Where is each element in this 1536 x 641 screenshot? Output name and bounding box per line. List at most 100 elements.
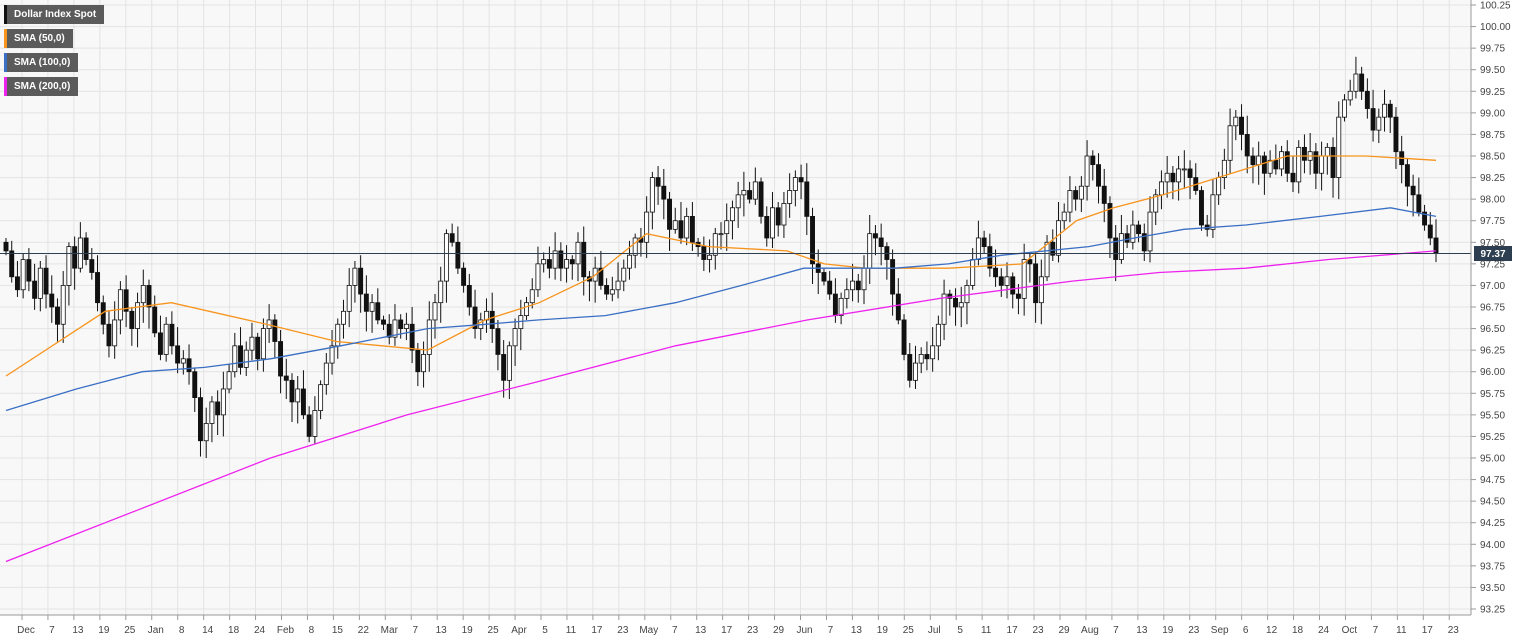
candle: [203, 407, 209, 458]
candle-body: [850, 280, 856, 291]
candle: [1359, 66, 1365, 100]
candle: [529, 278, 535, 309]
candle-body: [169, 323, 175, 347]
candle: [1170, 166, 1176, 200]
candle: [60, 271, 66, 343]
candle: [1050, 229, 1056, 261]
candle: [672, 207, 678, 234]
candle: [1199, 186, 1204, 231]
candle-body: [238, 345, 243, 368]
candle-body: [1330, 146, 1336, 178]
candle: [49, 275, 55, 323]
x-tick-label: 12: [1266, 625, 1278, 636]
candle-body: [724, 220, 730, 235]
candle: [1370, 89, 1376, 142]
candle-body: [787, 190, 793, 204]
candle-body: [152, 306, 158, 334]
current-price-badge: 97.37: [1474, 246, 1512, 262]
candle-body: [1015, 293, 1021, 299]
candle-body: [1404, 164, 1410, 187]
candle: [707, 239, 713, 273]
candle-body: [1290, 172, 1296, 183]
x-tick-label: 8: [179, 625, 185, 636]
candle-body: [369, 302, 375, 312]
candle-body: [861, 267, 867, 291]
candle: [426, 301, 432, 372]
candle-body: [558, 250, 564, 269]
candle-body: [1130, 224, 1136, 243]
candle-body: [975, 237, 981, 260]
candle-body: [1239, 116, 1244, 135]
candle: [272, 314, 278, 358]
candle-body: [781, 203, 787, 226]
candle-body: [318, 384, 324, 411]
candle-body: [672, 220, 678, 230]
candle-body: [524, 302, 529, 317]
candle-body: [1164, 172, 1170, 183]
sma-100-line: [5, 207, 1437, 412]
candle-body: [764, 215, 770, 239]
candle: [1101, 168, 1107, 223]
x-tick-label: 25: [488, 625, 500, 636]
candle-body: [1078, 185, 1084, 200]
candle-body: [32, 280, 38, 299]
legend-item-sma-50: SMA (50,0): [4, 29, 73, 48]
candle-body: [49, 293, 55, 308]
candle-body: [501, 354, 507, 381]
candle: [14, 260, 20, 297]
x-tick-label: 13: [436, 625, 448, 636]
candle-body: [255, 336, 261, 360]
candle-body: [443, 233, 449, 282]
candle: [226, 364, 232, 394]
candle: [323, 353, 329, 395]
x-tick-label: 18: [1292, 625, 1304, 636]
candle: [1141, 223, 1147, 261]
y-tick-label: 94.00: [1480, 540, 1505, 551]
legend-label: Dollar Index Spot: [14, 9, 97, 20]
x-tick-label: 8: [309, 625, 315, 636]
candle-body: [386, 323, 392, 338]
candle: [558, 242, 564, 282]
candle: [918, 347, 924, 374]
x-tick-label: 22: [358, 625, 370, 636]
candle-body: [541, 259, 547, 265]
candle-body: [1410, 185, 1416, 196]
candle-body: [1084, 155, 1090, 187]
candle-body: [684, 215, 690, 239]
candle: [278, 330, 284, 394]
candle-body: [621, 267, 627, 282]
candle: [255, 332, 261, 371]
candle-body: [392, 319, 398, 338]
candle: [1164, 156, 1170, 198]
x-tick-label: 13: [695, 625, 707, 636]
candle: [644, 196, 650, 259]
candle: [409, 307, 415, 364]
candle: [180, 350, 186, 375]
y-tick-label: 99.25: [1480, 87, 1505, 98]
candle-body: [993, 267, 999, 278]
candle: [827, 271, 833, 300]
y-tick-label: 98.75: [1480, 130, 1505, 141]
x-tick-label: 24: [1318, 625, 1330, 636]
candle-body: [1342, 99, 1347, 118]
x-tick-label: 14: [202, 625, 214, 636]
x-tick-label: 11: [566, 625, 577, 636]
candle: [220, 371, 226, 437]
candle-body: [381, 319, 386, 325]
candle: [924, 341, 930, 371]
candle-body: [409, 323, 415, 351]
candle-body: [1250, 155, 1256, 166]
candle: [215, 390, 221, 435]
y-tick-label: 97.25: [1480, 259, 1505, 270]
candle-body: [1158, 181, 1164, 196]
x-tick-label: 6: [1243, 625, 1249, 636]
candle: [1181, 150, 1187, 190]
candle: [232, 332, 238, 378]
candle: [770, 191, 775, 249]
candle-body: [741, 190, 747, 196]
candle-body: [935, 323, 941, 347]
candle: [1422, 204, 1428, 231]
x-tick-label: Oct: [1342, 625, 1358, 636]
candle-body: [1124, 233, 1130, 243]
candle: [381, 315, 386, 331]
